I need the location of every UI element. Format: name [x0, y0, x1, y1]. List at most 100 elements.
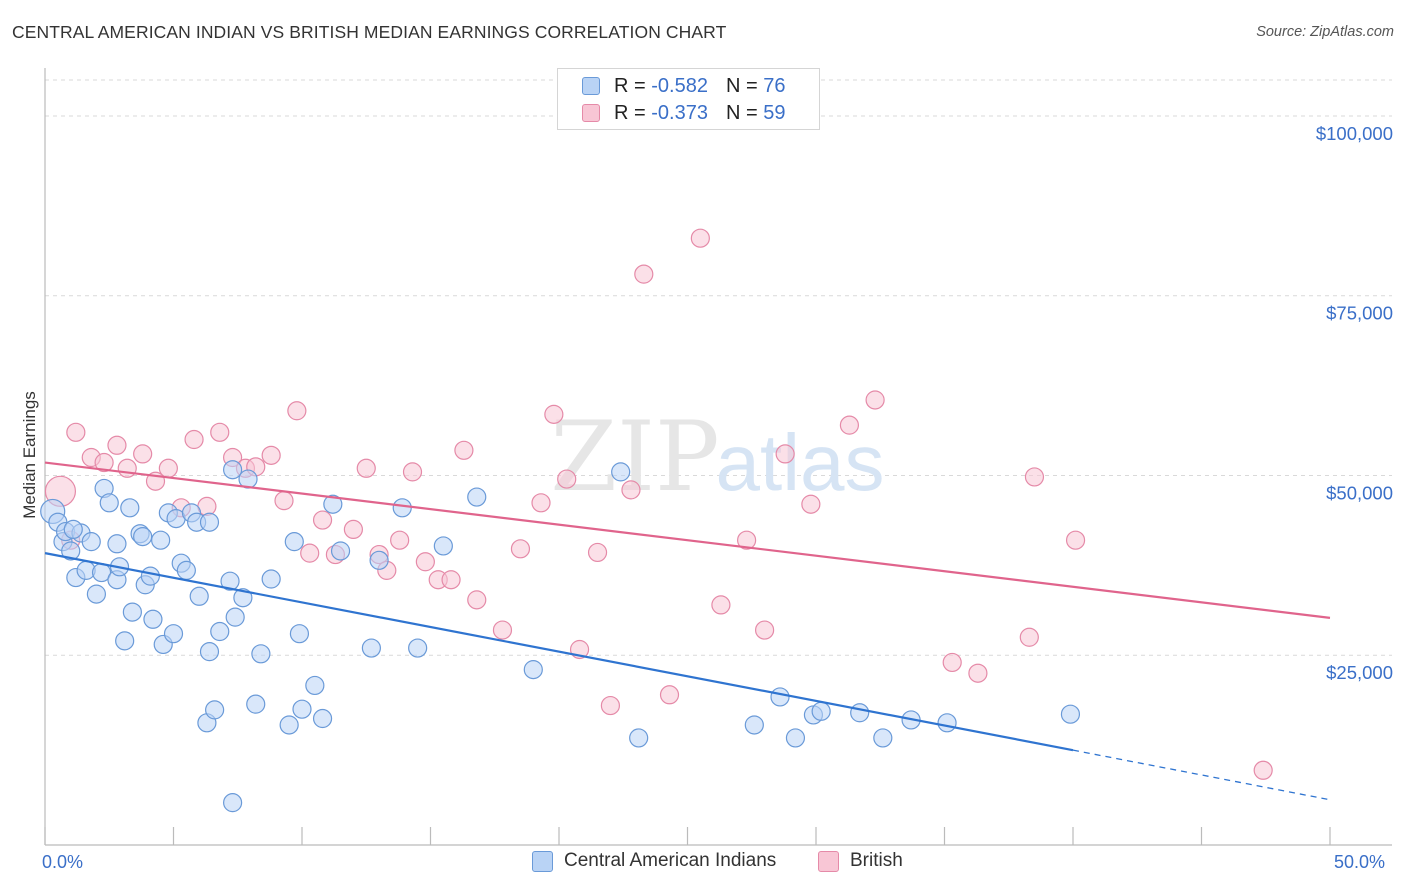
central-american-indians-point — [163, 624, 184, 644]
british-point — [557, 469, 577, 489]
series-legend: Central American Indians British — [0, 850, 1406, 878]
british-point — [801, 494, 821, 514]
central-american-indians-point — [850, 703, 870, 723]
watermark-atlas: atlas — [716, 418, 885, 507]
central-american-indians-point — [611, 462, 631, 482]
legend-row-blue: R = -0.582 N = 76 — [582, 73, 785, 99]
legend-r-value: -0.582 — [651, 74, 708, 97]
axes — [44, 68, 1392, 846]
british-point — [158, 458, 178, 478]
trend-line-british — [44, 461, 1331, 619]
british-point — [274, 491, 294, 511]
legend-swatch-blue — [532, 850, 553, 872]
central-american-indians-point — [151, 530, 171, 550]
central-american-indians-point — [99, 493, 119, 513]
central-american-indians-point — [176, 560, 196, 580]
legend-swatch-pink — [818, 850, 839, 872]
central-american-indians-point — [140, 566, 160, 586]
central-american-indians-point — [467, 487, 487, 507]
british-point — [390, 530, 410, 550]
british-point — [467, 590, 487, 610]
legend-swatch-pink — [582, 104, 600, 122]
british-point — [544, 404, 564, 424]
trend-line-extension — [1072, 749, 1331, 801]
central-american-indians-point — [305, 675, 325, 696]
british-point — [210, 422, 230, 442]
central-american-indians-point — [81, 532, 101, 552]
british-point — [775, 444, 795, 464]
british-point — [621, 480, 641, 500]
central-american-indians-point — [120, 498, 140, 518]
central-american-indians-point — [133, 526, 153, 547]
y-axis-label: Median Earnings — [20, 391, 39, 519]
legend-r-value: -0.373 — [651, 101, 708, 124]
legend-item-central-american-indians: Central American Indians — [532, 850, 776, 872]
british-point — [300, 543, 320, 563]
y-tick-label: $50,000 — [1326, 482, 1393, 503]
legend-n-value: 76 — [763, 74, 786, 97]
central-american-indians-point — [330, 541, 351, 561]
british-point — [415, 552, 435, 572]
british-point — [600, 695, 621, 716]
legend-label: British — [850, 850, 903, 871]
central-american-indians-point — [199, 512, 220, 532]
legend-row-pink: R = -0.373 N = 59 — [582, 100, 785, 126]
central-american-indians-point — [811, 701, 831, 721]
central-american-indians-point — [261, 569, 281, 589]
british-point — [94, 452, 114, 473]
legend-n-label: N = — [725, 101, 758, 124]
british-point — [587, 542, 608, 563]
stats-legend: R = -0.582 N = 76 R = -0.373 N = 59 — [557, 68, 820, 130]
british-point — [1019, 627, 1039, 647]
central-american-indians-point — [225, 607, 245, 627]
central-american-indians-point — [392, 498, 412, 518]
british-point — [287, 401, 307, 421]
x-tick-label-min: 0.0% — [42, 852, 84, 872]
central-american-indians-point — [744, 715, 764, 735]
central-american-indians-point — [361, 638, 381, 658]
central-american-indians-point — [107, 534, 127, 554]
british-point — [343, 519, 363, 540]
legend-r-label: R = — [614, 74, 646, 97]
central-american-indians-point — [122, 602, 142, 622]
legend-label: Central American Indians — [564, 850, 777, 871]
gridlines — [45, 79, 1392, 656]
central-american-indians-points — [40, 460, 1081, 813]
central-american-indians-point — [115, 631, 135, 651]
british-point — [942, 652, 962, 673]
central-american-indians-point — [251, 644, 271, 664]
british-point — [1065, 530, 1086, 550]
central-american-indians-point — [1060, 704, 1081, 724]
central-american-indians-point — [289, 624, 310, 644]
central-american-indians-point — [785, 728, 806, 748]
central-american-indians-point — [873, 728, 893, 748]
british-points — [44, 228, 1273, 780]
british-point — [356, 458, 376, 478]
central-american-indians-point — [323, 494, 343, 514]
british-point — [690, 228, 710, 248]
central-american-indians-point — [220, 571, 240, 591]
trend-lines — [44, 461, 1331, 801]
y-tick-labels: $25,000 $50,000 $75,000 $100,000 — [1316, 123, 1393, 683]
british-point — [492, 620, 513, 640]
source-credit: Source: ZipAtlas.com — [1256, 24, 1394, 40]
y-tick-label: $100,000 — [1316, 123, 1393, 144]
central-american-indians-point — [770, 687, 790, 707]
central-american-indians-point — [629, 728, 649, 748]
chart-title: CENTRAL AMERICAN INDIAN VS BRITISH MEDIA… — [12, 22, 727, 42]
central-american-indians-point — [199, 642, 220, 662]
central-american-indians-point — [284, 532, 304, 552]
x-tick-label-max: 50.0% — [1334, 852, 1386, 872]
central-american-indians-point — [292, 699, 312, 719]
british-point — [737, 530, 757, 550]
y-tick-label: $25,000 — [1326, 662, 1393, 683]
british-point — [312, 510, 333, 530]
british-point — [107, 435, 127, 455]
british-point — [510, 539, 531, 559]
central-american-indians-point — [408, 638, 428, 658]
british-point — [184, 429, 204, 450]
legend-item-british: British — [818, 850, 903, 872]
british-point — [634, 264, 654, 284]
british-point — [133, 444, 153, 464]
